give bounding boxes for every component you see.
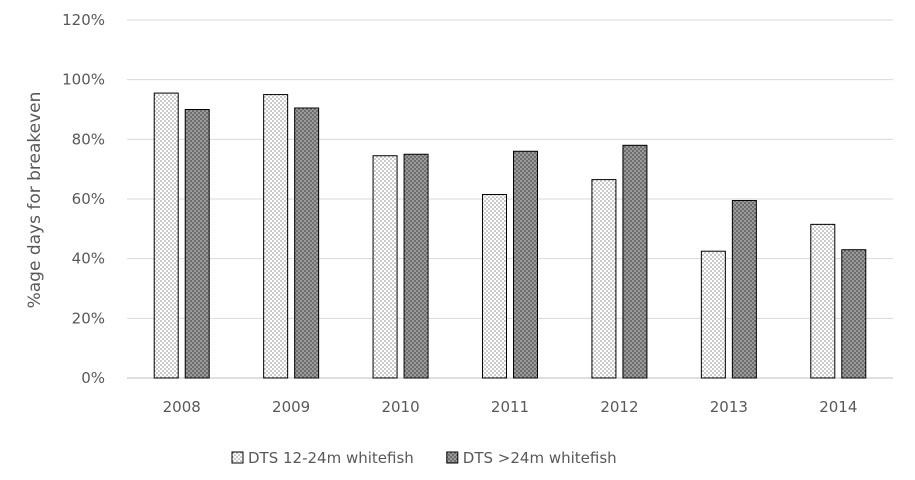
y-tick-label: 20% (72, 309, 105, 327)
x-tick-label: 2008 (163, 398, 201, 416)
bar-series-2-2010 (403, 153, 429, 379)
bar-series-1-2008 (153, 92, 179, 379)
bar-series-2-2009 (294, 107, 320, 379)
x-tick-label: 2012 (600, 398, 638, 416)
legend: DTS 12-24m whitefish DTS >24m whitefish (231, 449, 617, 467)
y-tick-label: 60% (72, 190, 105, 208)
x-tick-label: 2009 (272, 398, 310, 416)
bar-series-1-2011 (482, 194, 507, 379)
y-tick-label: 120% (62, 11, 105, 29)
bar-series-2-2011 (513, 150, 538, 379)
bar-series-1-2009 (263, 94, 289, 379)
x-tick-label: 2013 (710, 398, 748, 416)
legend-label-2: DTS >24m whitefish (463, 449, 617, 467)
bar-series-2-2008 (184, 109, 210, 379)
x-tick-label: 2011 (491, 398, 529, 416)
gridlines (127, 19, 893, 379)
bar-series-1-2012 (591, 179, 617, 379)
bar-series-1-2010 (372, 155, 398, 379)
x-tick-label: 2014 (819, 398, 857, 416)
legend-label-1: DTS 12-24m whitefish (248, 449, 414, 467)
x-tick-label: 2010 (381, 398, 419, 416)
bar-series-2-2014 (841, 249, 867, 379)
y-tick-label: 80% (72, 130, 105, 148)
y-tick-label: 40% (72, 250, 105, 268)
bars (153, 92, 867, 379)
bar-series-2-2013 (731, 199, 757, 379)
y-axis-title: %age days for breakeven (25, 92, 45, 309)
legend-swatch-2 (446, 451, 459, 464)
bar-series-2-2012 (622, 144, 648, 379)
y-tick-label: 0% (81, 369, 105, 387)
bar-series-1-2013 (700, 250, 726, 379)
y-axis-tick-labels: 0% 20% 40% 60% 80% 100% 120% (62, 11, 105, 387)
x-axis-tick-labels: 2008 2009 2010 2011 2012 2013 2014 (163, 398, 858, 416)
legend-swatch-1 (231, 451, 244, 464)
bar-series-1-2014 (810, 223, 836, 379)
y-tick-label: 100% (62, 71, 105, 89)
